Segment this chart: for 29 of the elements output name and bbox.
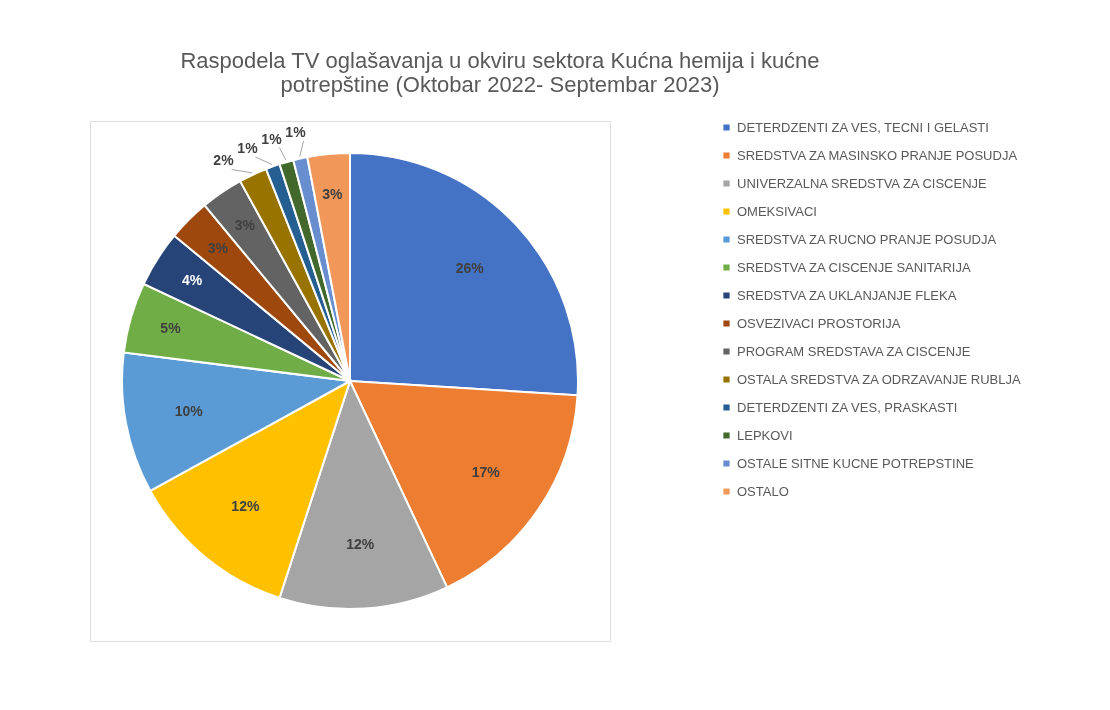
data-label: 3% [207, 239, 229, 256]
data-label: 12% [346, 535, 375, 552]
data-label: 26% [455, 259, 485, 276]
text: Raspodela TV oglašavanja u okviru sektora Kućna hemija i kućne [180, 48, 820, 73]
data-label: 10% [174, 402, 204, 419]
legend-label: OSVEZIVACI PROSTORIJA [737, 315, 901, 331]
legend-label: SREDSTVA ZA MASINSKO PRANJE POSUDJA [737, 147, 1018, 163]
data-label: 12% [231, 498, 260, 515]
legend-label: OSTALE SITNE KUCNE POTREPSTINE [737, 455, 975, 471]
legend-label: OMEKSIVACI [737, 203, 817, 219]
legend-label: SREDSTVA ZA RUCNO PRANJE POSUDJA [737, 231, 997, 247]
legend-label: OSTALO [737, 483, 789, 499]
legend-label: UNIVERZALNA SREDSTVA ZA CISCENJE [737, 175, 988, 191]
legend-label: SREDSTVA ZA UKLANJANJE FLEKA [737, 287, 957, 303]
data-label: 17% [471, 464, 501, 481]
text: potrepštine (Oktobar 2022- Septembar 2023) [280, 72, 720, 97]
data-label: 2% [213, 152, 235, 169]
legend-label: SREDSTVA ZA CISCENJE SANITARIJA [737, 259, 971, 275]
data-label: 1% [285, 124, 307, 141]
data-label: 3% [322, 185, 344, 202]
legend-label: DETERDZENTI ZA VES, PRASKASTI [737, 399, 958, 415]
data-label: 1% [237, 139, 259, 156]
data-label: 4% [182, 271, 203, 288]
data-label: 5% [160, 319, 182, 336]
legend-label: PROGRAM SREDSTAVA ZA CISCENJE [737, 343, 971, 359]
legend-label: LEPKOVI [737, 427, 793, 443]
data-label: 1% [261, 130, 283, 147]
legend-label: DETERDZENTI ZA VES, TECNI I GELASTI [737, 119, 989, 135]
legend-label: OSTALA SREDSTVA ZA ODRZAVANJE RUBLJA [737, 371, 1021, 387]
